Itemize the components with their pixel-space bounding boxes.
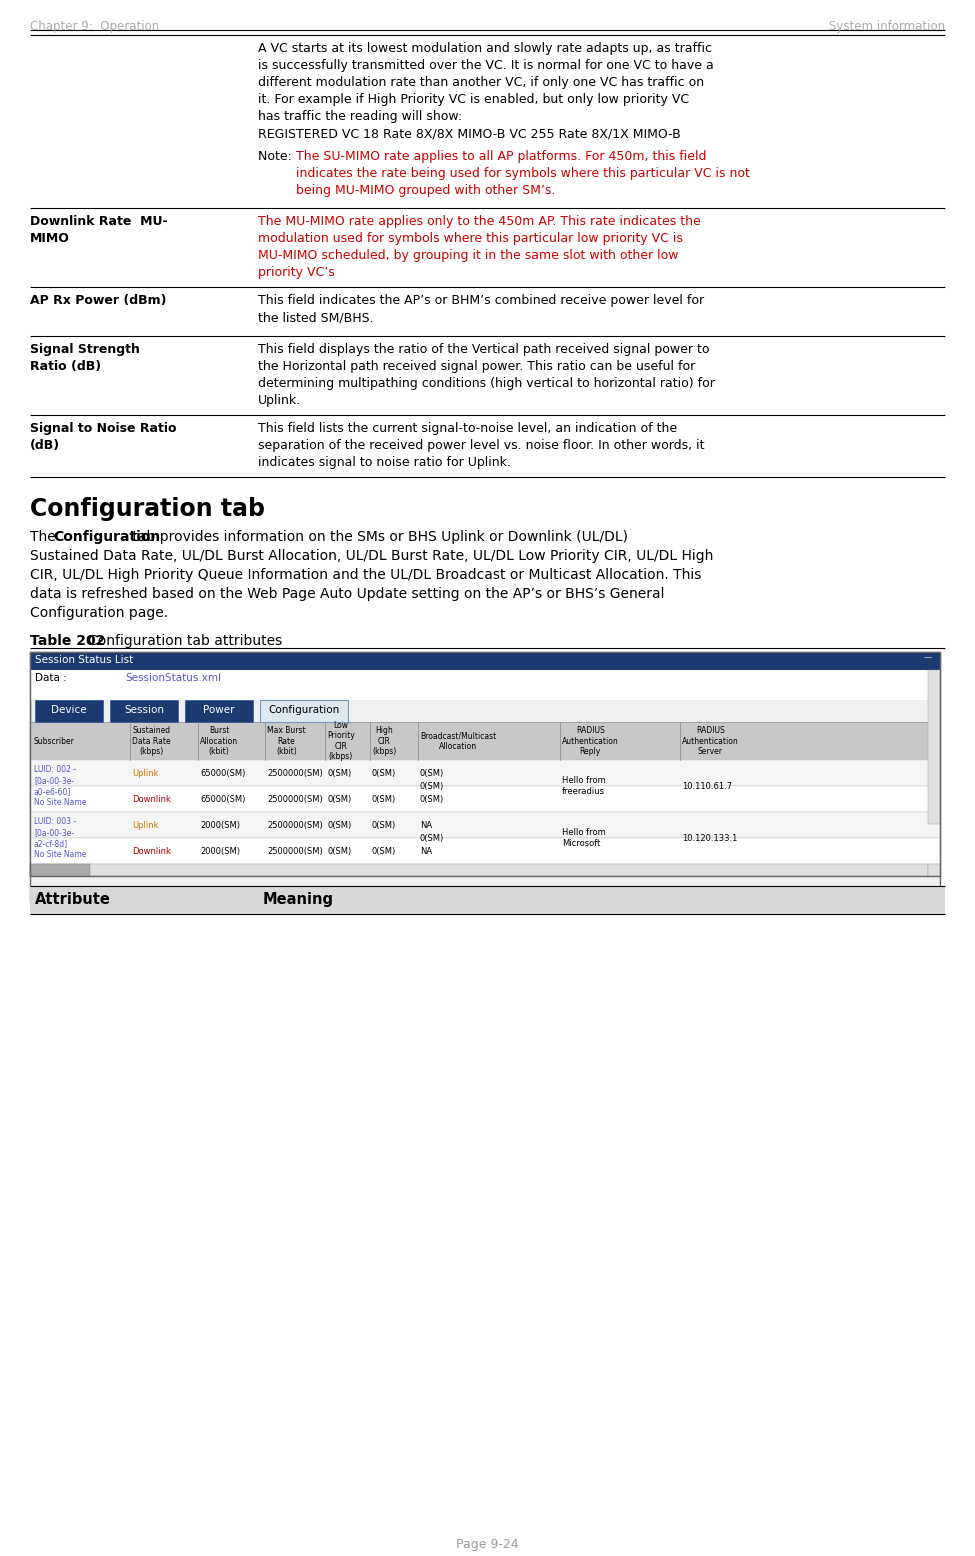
Bar xyxy=(30,812,940,839)
Text: The: The xyxy=(30,531,60,545)
Text: 2000(SM): 2000(SM) xyxy=(200,846,240,856)
Text: SessionStatus.xml: SessionStatus.xml xyxy=(125,674,221,683)
Text: Configuration tab: Configuration tab xyxy=(30,496,265,521)
Text: 0(SM): 0(SM) xyxy=(372,795,396,803)
Bar xyxy=(30,839,940,864)
Text: tab provides information on the SMs or BHS Uplink or Downlink (UL/DL): tab provides information on the SMs or B… xyxy=(128,531,628,545)
Bar xyxy=(928,864,940,876)
Text: RADIUS
Authentication
Server: RADIUS Authentication Server xyxy=(682,727,739,756)
Text: Hello from
Microsoft: Hello from Microsoft xyxy=(562,828,605,848)
Text: 0(SM): 0(SM) xyxy=(420,769,445,778)
Text: 2500000(SM): 2500000(SM) xyxy=(267,769,323,778)
Text: Configuration: Configuration xyxy=(53,531,160,545)
Bar xyxy=(30,688,940,700)
Text: Configuration page.: Configuration page. xyxy=(30,605,168,619)
Text: 0(SM): 0(SM) xyxy=(372,846,396,856)
Bar xyxy=(30,864,928,876)
Text: Device: Device xyxy=(51,705,87,716)
Text: Signal to Noise Ratio
(dB): Signal to Noise Ratio (dB) xyxy=(30,422,176,451)
Text: Sustained
Data Rate
(kbps): Sustained Data Rate (kbps) xyxy=(132,727,171,756)
Text: This field indicates the AP’s or BHM’s combined receive power level for
the list: This field indicates the AP’s or BHM’s c… xyxy=(258,294,704,324)
Bar xyxy=(30,786,940,812)
Bar xyxy=(30,885,945,913)
Text: This field lists the current signal-to-noise level, an indication of the
separat: This field lists the current signal-to-n… xyxy=(258,422,705,468)
Text: 0(SM): 0(SM) xyxy=(327,795,351,803)
Text: Note:: Note: xyxy=(258,149,295,163)
Bar xyxy=(30,864,90,876)
Text: 2000(SM): 2000(SM) xyxy=(200,820,240,829)
Text: High
CIR
(kbps): High CIR (kbps) xyxy=(372,727,396,756)
Text: 2500000(SM): 2500000(SM) xyxy=(267,820,323,829)
Bar xyxy=(30,759,940,786)
Text: 0(SM): 0(SM) xyxy=(420,795,445,803)
Text: NA: NA xyxy=(420,820,432,829)
Text: A VC starts at its lowest modulation and slowly rate adapts up, as traffic
is su: A VC starts at its lowest modulation and… xyxy=(258,42,714,140)
Text: System information: System information xyxy=(829,20,945,33)
Text: LUID: 003 -
[0a-00-3e-
a2-cf-8d]
No Site Name: LUID: 003 - [0a-00-3e- a2-cf-8d] No Site… xyxy=(34,817,87,859)
Text: 0(SM): 0(SM) xyxy=(420,781,445,790)
Text: Table 202: Table 202 xyxy=(30,633,110,647)
Text: NA: NA xyxy=(420,846,432,856)
Text: Uplink: Uplink xyxy=(132,769,159,778)
Text: 65000(SM): 65000(SM) xyxy=(200,769,246,778)
Bar xyxy=(30,722,940,759)
Text: Signal Strength
Ratio (dB): Signal Strength Ratio (dB) xyxy=(30,342,139,373)
Text: Downlink: Downlink xyxy=(132,795,171,803)
Text: 0(SM): 0(SM) xyxy=(327,769,351,778)
Text: data is refreshed based on the Web Page Auto Update setting on the AP’s or BHS’s: data is refreshed based on the Web Page … xyxy=(30,587,665,601)
Text: AP Rx Power (dBm): AP Rx Power (dBm) xyxy=(30,294,167,307)
Text: Max Burst
Rate
(kbit): Max Burst Rate (kbit) xyxy=(267,727,305,756)
Text: 2500000(SM): 2500000(SM) xyxy=(267,795,323,803)
Bar xyxy=(30,652,940,671)
Bar xyxy=(30,671,940,688)
Text: Data :: Data : xyxy=(35,674,66,683)
Text: 0(SM): 0(SM) xyxy=(420,834,445,842)
Text: 65000(SM): 65000(SM) xyxy=(200,795,246,803)
Text: This field displays the ratio of the Vertical path received signal power to
the : This field displays the ratio of the Ver… xyxy=(258,342,715,408)
Bar xyxy=(185,700,253,722)
Bar xyxy=(35,700,103,722)
Text: The SU-MIMO rate applies to all AP platforms. For 450m, this field
indicates the: The SU-MIMO rate applies to all AP platf… xyxy=(296,149,750,198)
Text: 10.120.133.1: 10.120.133.1 xyxy=(682,834,737,842)
Text: 2500000(SM): 2500000(SM) xyxy=(267,846,323,856)
Text: Burst
Allocation
(kbit): Burst Allocation (kbit) xyxy=(200,727,238,756)
Text: CIR, UL/DL High Priority Queue Information and the UL/DL Broadcast or Multicast : CIR, UL/DL High Priority Queue Informati… xyxy=(30,568,701,582)
Text: LUID: 002 -
[0a-00-3e-
a0-e6-60]
No Site Name: LUID: 002 - [0a-00-3e- a0-e6-60] No Site… xyxy=(34,766,87,808)
Text: 0(SM): 0(SM) xyxy=(327,820,351,829)
Text: 0(SM): 0(SM) xyxy=(372,820,396,829)
Text: Downlink Rate  MU-
MIMO: Downlink Rate MU- MIMO xyxy=(30,215,168,244)
Text: Hello from
freeradius: Hello from freeradius xyxy=(562,776,605,797)
Text: Configuration tab attributes: Configuration tab attributes xyxy=(88,633,282,647)
Text: Uplink: Uplink xyxy=(132,820,159,829)
Text: Chapter 9:  Operation: Chapter 9: Operation xyxy=(30,20,159,33)
Bar xyxy=(30,652,940,902)
Text: Downlink: Downlink xyxy=(132,846,171,856)
Text: Page 9-24: Page 9-24 xyxy=(455,1537,519,1551)
Text: Subscriber: Subscriber xyxy=(34,736,75,745)
Text: 10.110.61.7: 10.110.61.7 xyxy=(682,781,732,790)
Bar xyxy=(928,671,940,825)
Text: Session Status List: Session Status List xyxy=(35,655,134,664)
Text: 0(SM): 0(SM) xyxy=(372,769,396,778)
Text: Low
Priority
CIR
(kbps): Low Priority CIR (kbps) xyxy=(327,720,355,761)
Text: Broadcast/Multicast
Allocation: Broadcast/Multicast Allocation xyxy=(420,731,496,750)
Text: Meaning: Meaning xyxy=(263,892,334,907)
Bar xyxy=(260,700,348,722)
Text: 0(SM): 0(SM) xyxy=(327,846,351,856)
Bar xyxy=(110,700,178,722)
Text: Configuration: Configuration xyxy=(268,705,339,716)
Text: Sustained Data Rate, UL/DL Burst Allocation, UL/DL Burst Rate, UL/DL Low Priorit: Sustained Data Rate, UL/DL Burst Allocat… xyxy=(30,549,714,563)
Text: RADIUS
Authentication
Reply: RADIUS Authentication Reply xyxy=(562,727,619,756)
Text: Attribute: Attribute xyxy=(35,892,111,907)
Bar xyxy=(30,652,940,876)
Text: —: — xyxy=(924,654,932,661)
Text: The MU-MIMO rate applies only to the 450m AP. This rate indicates the
modulation: The MU-MIMO rate applies only to the 450… xyxy=(258,215,701,279)
Text: Power: Power xyxy=(203,705,235,716)
Text: Session: Session xyxy=(124,705,164,716)
